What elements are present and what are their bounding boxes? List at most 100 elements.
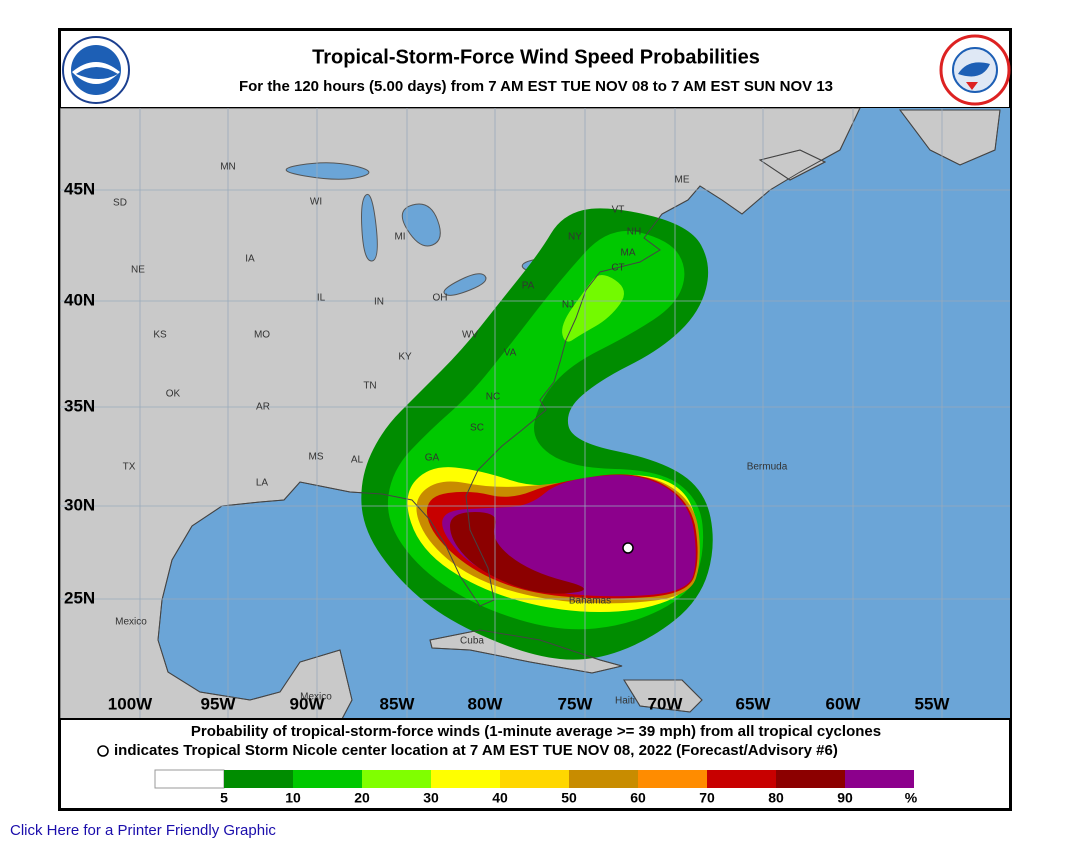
- place-label: VA: [504, 348, 517, 359]
- place-label: PA: [522, 281, 535, 292]
- place-label: IA: [245, 254, 255, 265]
- probability-area: [450, 512, 584, 594]
- place-label: KS: [153, 330, 167, 341]
- probability-area: [482, 475, 694, 593]
- place-label: MN: [220, 162, 236, 173]
- longitude-label: 70W: [648, 694, 684, 713]
- place-label: WV: [462, 330, 478, 341]
- title: Tropical-Storm-Force Wind Speed Probabil…: [312, 46, 760, 68]
- coastline: [758, 149, 827, 181]
- place-label: MI: [394, 232, 405, 243]
- longitude-label: 95W: [201, 694, 237, 713]
- noaa-logo: [62, 36, 130, 104]
- place-label: TX: [123, 462, 136, 473]
- legend-label: 20: [354, 790, 370, 806]
- legend-swatch: [776, 770, 845, 788]
- center-symbol: [97, 745, 109, 757]
- longitude-label: 60W: [826, 694, 862, 713]
- place-label: SD: [113, 198, 127, 209]
- legend-swatch: [293, 770, 362, 788]
- place-label: MO: [254, 330, 270, 341]
- legend-label: 40: [492, 790, 508, 806]
- legend-swatch: [845, 770, 914, 788]
- coastline: [899, 109, 1001, 166]
- probability-area: [562, 275, 624, 342]
- place-label: OH: [433, 293, 448, 304]
- place-label: NE: [131, 265, 145, 276]
- longitude-label: 55W: [915, 694, 951, 713]
- coastline: [60, 108, 861, 719]
- place-label: Haiti: [615, 696, 635, 707]
- legend-label: 70: [699, 790, 715, 806]
- place-label: IN: [374, 297, 384, 308]
- place-label: TN: [363, 381, 376, 392]
- place-label: Bahamas: [569, 596, 611, 607]
- longitude-label: 100W: [108, 694, 153, 713]
- longitude-label: 85W: [380, 694, 416, 713]
- place-label: SC: [470, 423, 484, 434]
- latitude-label: 25N: [64, 588, 95, 607]
- legend-swatch: [431, 770, 500, 788]
- legend-caption: Probability of tropical-storm-force wind…: [191, 723, 881, 740]
- storm-center: [622, 542, 634, 554]
- place-label: LA: [256, 478, 269, 489]
- place-label: NC: [486, 392, 500, 403]
- place-label: Mexico: [300, 692, 332, 703]
- longitude-label: 80W: [468, 694, 504, 713]
- latitude-label: 45N: [64, 179, 95, 198]
- legend-label: 10: [285, 790, 301, 806]
- legend-swatch: [707, 770, 776, 788]
- place-label: MA: [621, 248, 636, 259]
- place-label: Cuba: [460, 636, 484, 647]
- place-label: NY: [568, 232, 582, 243]
- legend-label: 60: [630, 790, 646, 806]
- lake: [285, 162, 370, 180]
- place-label: IL: [317, 293, 326, 304]
- lake: [443, 273, 487, 296]
- place-label: CT: [611, 263, 624, 274]
- latitude-label: 30N: [64, 495, 95, 514]
- subtitle: For the 120 hours (5.00 days) from 7 AM …: [239, 78, 833, 95]
- latitude-label: 40N: [64, 290, 95, 309]
- legend-label: 5: [220, 790, 228, 806]
- latitude-label: 35N: [64, 396, 95, 415]
- legend-label: 80: [768, 790, 784, 806]
- legend-swatch: [154, 769, 225, 789]
- legend-label: 50: [561, 790, 577, 806]
- place-label: NJ: [562, 300, 574, 311]
- coastline: [623, 679, 703, 713]
- longitude-label: 90W: [290, 694, 326, 713]
- printer-friendly-link[interactable]: Click Here for a Printer Friendly Graphi…: [10, 822, 276, 839]
- lake: [401, 203, 441, 247]
- place-label: MS: [309, 452, 324, 463]
- place-label: WI: [310, 197, 322, 208]
- place-label: OK: [166, 389, 181, 400]
- longitude-label: 65W: [736, 694, 772, 713]
- place-label: ME: [675, 175, 690, 186]
- coastline: [429, 629, 623, 674]
- legend-swatch: [500, 770, 569, 788]
- place-label: Mexico: [115, 617, 147, 628]
- legend-label: 30: [423, 790, 439, 806]
- longitude-label: 75W: [558, 694, 594, 713]
- place-label: KY: [398, 352, 412, 363]
- map: 45N 40N 35N 30N 25N 100W 95W 90W 85W 80W 75W 70W 65W…: [60, 108, 1010, 719]
- place-label: VT: [612, 205, 625, 216]
- lake: [361, 193, 378, 262]
- legend-note: indicates Tropical Storm Nicole center l…: [114, 742, 838, 759]
- legend-unit: %: [905, 790, 918, 806]
- graphic: Tropical-Storm-Force Wind Speed Probabil…: [58, 28, 1012, 811]
- place-label: NH: [627, 227, 641, 238]
- place-label: GA: [425, 453, 440, 464]
- legend-swatch: [362, 770, 431, 788]
- place-label: AL: [351, 455, 364, 466]
- legend-swatch: [569, 770, 638, 788]
- legend-swatch: [638, 770, 707, 788]
- legend: 5 10 20 30 40 50 60 70 80 90%: [154, 769, 918, 806]
- place-label: Bermuda: [747, 462, 788, 473]
- legend-label: 90: [837, 790, 853, 806]
- legend-swatch: [224, 770, 293, 788]
- nws-logo: [939, 34, 1011, 106]
- place-label: AR: [256, 402, 270, 413]
